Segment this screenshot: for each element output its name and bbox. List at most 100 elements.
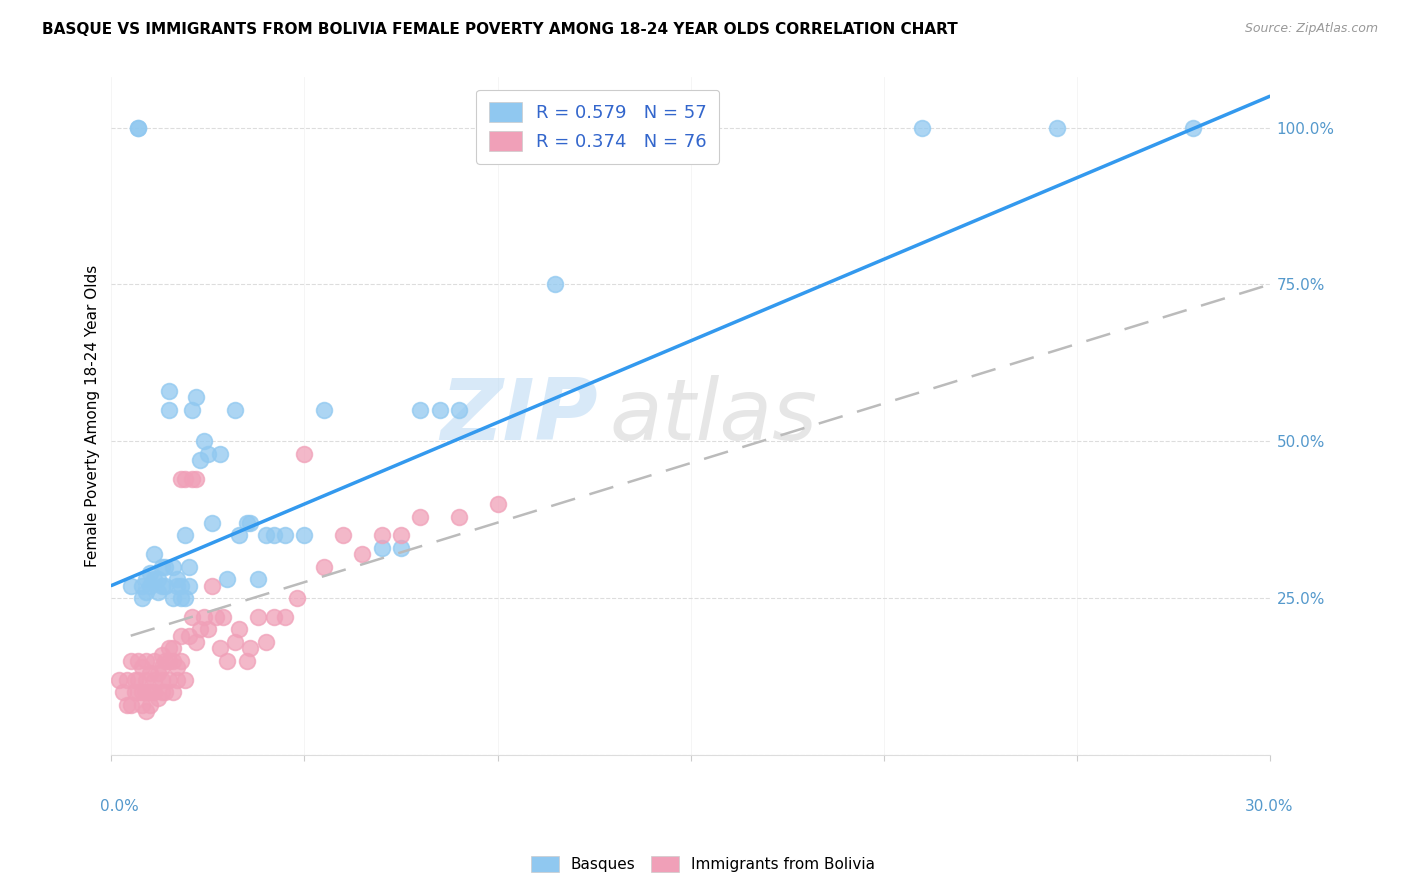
Point	[139, 578, 162, 592]
Point	[155, 578, 177, 592]
Point	[173, 673, 195, 687]
Point	[150, 685, 173, 699]
Point	[228, 623, 250, 637]
Point	[332, 528, 354, 542]
Point	[181, 472, 204, 486]
Point	[170, 591, 193, 606]
Point	[181, 610, 204, 624]
Point	[486, 120, 509, 135]
Point	[131, 698, 153, 712]
Point	[108, 673, 131, 687]
Point	[139, 698, 162, 712]
Point	[150, 559, 173, 574]
Point	[111, 685, 134, 699]
Point	[177, 559, 200, 574]
Y-axis label: Female Poverty Among 18-24 Year Olds: Female Poverty Among 18-24 Year Olds	[86, 265, 100, 567]
Text: 30.0%: 30.0%	[1244, 799, 1294, 814]
Point	[150, 660, 173, 674]
Point	[139, 666, 162, 681]
Point	[239, 641, 262, 656]
Point	[150, 673, 173, 687]
Point	[197, 623, 219, 637]
Point	[186, 635, 208, 649]
Point	[370, 541, 392, 555]
Point	[173, 472, 195, 486]
Point	[228, 528, 250, 542]
Point	[201, 578, 224, 592]
Point	[370, 528, 392, 542]
Point	[120, 698, 142, 712]
Text: BASQUE VS IMMIGRANTS FROM BOLIVIA FEMALE POVERTY AMONG 18-24 YEAR OLDS CORRELATI: BASQUE VS IMMIGRANTS FROM BOLIVIA FEMALE…	[42, 22, 957, 37]
Point	[217, 654, 239, 668]
Point	[193, 610, 215, 624]
Point	[127, 654, 149, 668]
Point	[170, 654, 193, 668]
Point	[146, 666, 169, 681]
Point	[224, 635, 246, 649]
Point	[139, 685, 162, 699]
Point	[486, 497, 509, 511]
Text: 0.0%: 0.0%	[100, 799, 139, 814]
Point	[911, 120, 934, 135]
Point	[409, 509, 432, 524]
Point	[254, 528, 277, 542]
Point	[139, 566, 162, 580]
Point	[352, 547, 374, 561]
Point	[120, 578, 142, 592]
Point	[285, 591, 308, 606]
Point	[274, 610, 297, 624]
Point	[181, 403, 204, 417]
Point	[193, 434, 215, 449]
Point	[254, 635, 277, 649]
Point	[162, 654, 184, 668]
Point	[135, 654, 157, 668]
Point	[429, 403, 451, 417]
Point	[263, 610, 285, 624]
Point	[162, 559, 184, 574]
Point	[204, 610, 226, 624]
Point	[142, 685, 165, 699]
Point	[157, 654, 180, 668]
Point	[263, 528, 285, 542]
Point	[157, 384, 180, 398]
Point	[131, 660, 153, 674]
Point	[157, 403, 180, 417]
Point	[131, 591, 153, 606]
Point	[173, 591, 195, 606]
Point	[170, 578, 193, 592]
Point	[447, 403, 470, 417]
Point	[208, 641, 231, 656]
Point	[135, 572, 157, 586]
Point	[146, 572, 169, 586]
Point	[201, 516, 224, 530]
Point	[155, 654, 177, 668]
Point	[135, 685, 157, 699]
Point	[115, 698, 138, 712]
Point	[197, 447, 219, 461]
Point	[274, 528, 297, 542]
Point	[124, 673, 146, 687]
Point	[235, 654, 257, 668]
Point	[312, 403, 335, 417]
Point	[186, 390, 208, 404]
Point	[146, 584, 169, 599]
Point	[131, 685, 153, 699]
Point	[115, 673, 138, 687]
Point	[135, 704, 157, 718]
Point	[177, 578, 200, 592]
Point	[188, 453, 211, 467]
Point	[120, 654, 142, 668]
Point	[177, 629, 200, 643]
Point	[186, 472, 208, 486]
Text: ZIP: ZIP	[440, 375, 598, 458]
Point	[166, 673, 188, 687]
Text: Source: ZipAtlas.com: Source: ZipAtlas.com	[1244, 22, 1378, 36]
Point	[247, 610, 270, 624]
Point	[124, 685, 146, 699]
Point	[162, 591, 184, 606]
Point	[447, 509, 470, 524]
Point	[294, 447, 316, 461]
Point	[1046, 120, 1069, 135]
Point	[166, 660, 188, 674]
Point	[235, 516, 257, 530]
